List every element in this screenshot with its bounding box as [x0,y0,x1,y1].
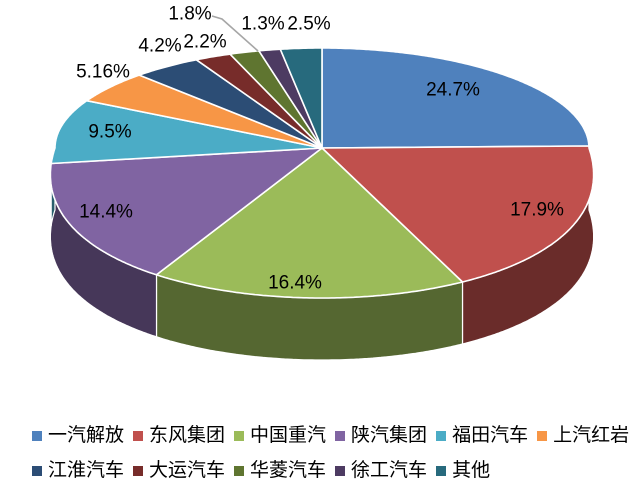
data-label: 1.8% [168,4,211,25]
data-label: 14.4% [79,202,133,223]
legend-item: 徐工汽车 [335,459,427,483]
legend-item: 一汽解放 [32,424,124,448]
legend-swatch [133,431,144,441]
legend-row: 一汽解放 东风集团 中国重汽 陕汽集团 福田汽车 上汽红岩 [32,424,629,448]
data-label: 5.16% [76,62,130,83]
legend-swatch [335,466,346,476]
legend-row: 江淮汽车 大运汽车 华菱汽车 徐工汽车 其他 [32,459,629,483]
pie-slice [321,145,595,283]
legend-item: 大运汽车 [133,459,225,483]
pie-slice [86,74,323,149]
legend-item: 华菱汽车 [234,459,326,483]
legend-item: 江淮汽车 [32,459,124,483]
data-label: 2.2% [183,32,226,53]
chart-legend: 一汽解放 东风集团 中国重汽 陕汽集团 福田汽车 上汽红岩江淮汽车 大运汽车 华菱汽车 徐工汽车… [32,424,629,483]
legend-label: 中国重汽 [250,425,327,446]
legend-item: 东风集团 [133,424,225,448]
legend-swatch [133,466,144,476]
data-label: 24.7% [426,80,480,101]
legend-label: 东风集团 [149,425,226,446]
legend-item: 上汽红岩 [537,424,629,448]
pie-slice [279,47,323,149]
legend-label: 华菱汽车 [250,460,327,481]
legend-item: 其他 [436,459,490,483]
legend-swatch [436,466,447,476]
legend-swatch [436,431,447,441]
data-label: 2.5% [287,14,330,35]
legend-item: 陕汽集团 [335,424,427,448]
legend-label: 大运汽车 [149,460,226,481]
legend-label: 徐工汽车 [351,460,428,481]
legend-label: 江淮汽车 [48,460,125,481]
pie-slice [50,99,323,165]
pie-slice [195,53,323,149]
legend-label: 上汽红岩 [553,425,630,446]
legend-label: 陕汽集团 [351,425,428,446]
pie-slice [138,59,323,149]
pie-slice [258,48,323,149]
data-label: 17.9% [510,200,564,221]
legend-swatch [537,431,548,441]
legend-swatch [32,466,42,476]
data-label: 9.5% [88,122,131,143]
pie-chart-3d: 24.7% 17.9% 16.4% 14.4% 9.5% 5.16% 4.2% 2.2% 1.8… [49,4,595,361]
data-label: 4.2% [138,36,181,57]
data-label: 16.4% [268,273,322,294]
legend-label: 福田汽车 [452,425,529,446]
legend-item: 福田汽车 [436,424,528,448]
pie-slice [155,147,464,299]
legend-swatch [335,431,346,441]
legend-item: 中国重汽 [234,424,326,448]
data-label: 1.3% [241,14,284,35]
legend-label: 一汽解放 [48,425,125,446]
pie-slice [321,47,590,149]
legend-swatch [32,431,42,441]
pie-slice [229,50,323,149]
legend-swatch [234,431,245,441]
legend-swatch [234,466,245,476]
pie-slice [49,147,323,276]
label-leader-line [211,15,259,52]
legend-label: 其他 [452,460,491,481]
